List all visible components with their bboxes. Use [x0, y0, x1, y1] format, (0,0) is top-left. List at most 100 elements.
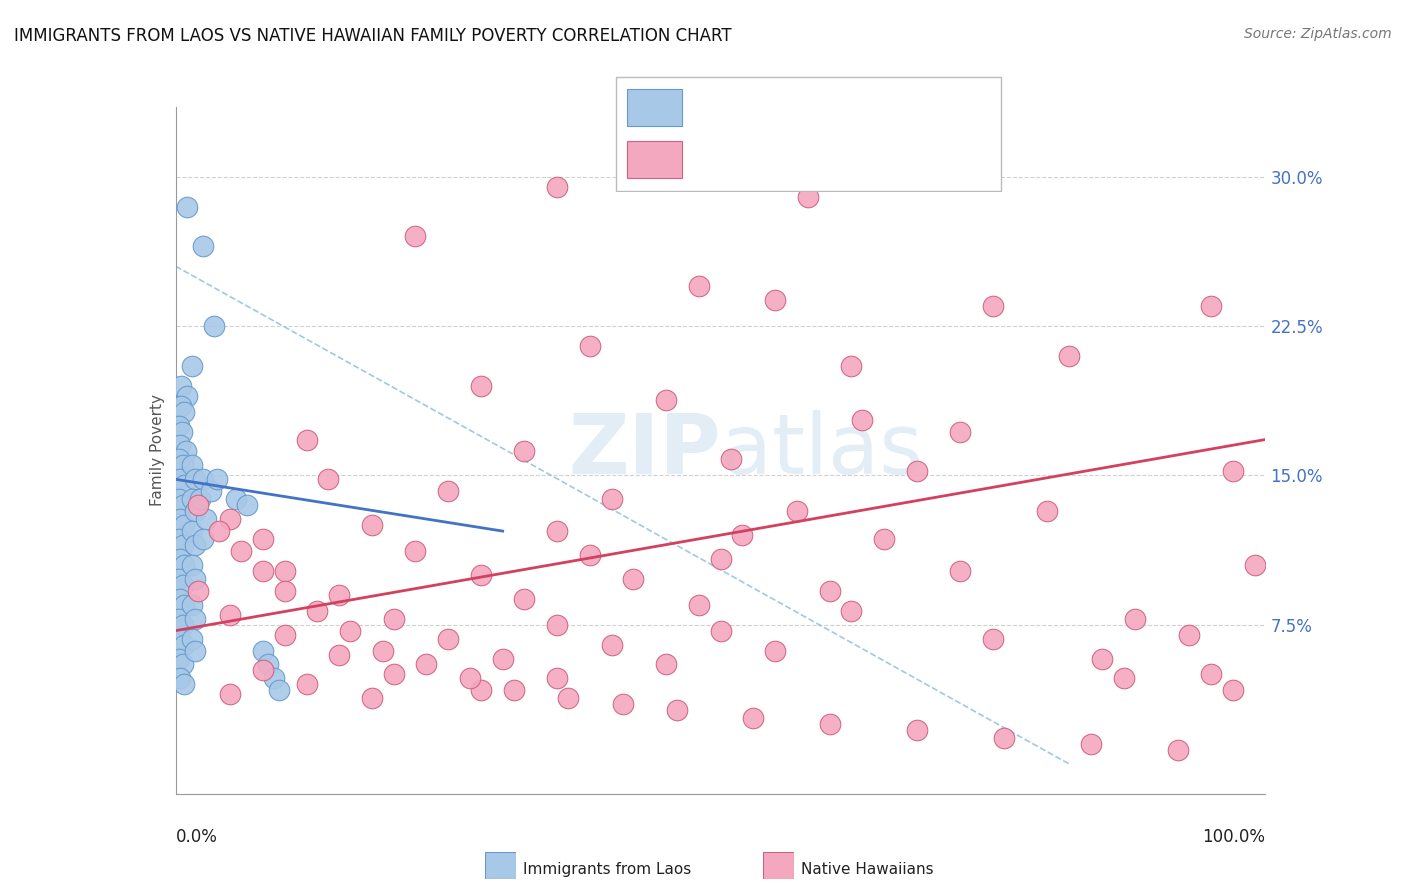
Point	[458, 672, 481, 686]
Point	[949, 425, 972, 439]
Point	[742, 711, 765, 725]
Point	[191, 472, 214, 486]
Point	[1036, 504, 1059, 518]
Point	[169, 591, 191, 606]
Point	[274, 583, 297, 598]
Text: ZIP: ZIP	[568, 410, 721, 491]
Point	[851, 412, 873, 426]
Point	[200, 484, 222, 499]
Point	[763, 643, 786, 657]
Point	[1167, 743, 1189, 757]
Text: Source: ZipAtlas.com: Source: ZipAtlas.com	[1244, 27, 1392, 41]
Point	[470, 567, 492, 582]
Point	[513, 444, 536, 458]
Point	[169, 512, 191, 526]
Point	[470, 378, 492, 392]
Point	[167, 418, 190, 433]
Point	[169, 438, 191, 452]
Point	[905, 464, 928, 478]
Point	[502, 683, 524, 698]
Point	[181, 632, 204, 646]
Point	[172, 617, 194, 632]
Point	[169, 472, 191, 486]
Point	[437, 632, 460, 646]
Point	[170, 399, 193, 413]
Point	[191, 532, 214, 546]
Point	[181, 458, 204, 473]
Point	[208, 524, 231, 538]
Text: IMMIGRANTS FROM LAOS VS NATIVE HAWAIIAN FAMILY POVERTY CORRELATION CHART: IMMIGRANTS FROM LAOS VS NATIVE HAWAIIAN …	[14, 27, 731, 45]
Point	[371, 643, 394, 657]
Point	[184, 504, 207, 518]
Point	[818, 717, 841, 731]
Point	[173, 598, 195, 612]
FancyBboxPatch shape	[616, 77, 1001, 191]
Point	[786, 504, 808, 518]
Point	[796, 189, 818, 203]
Point	[172, 578, 194, 592]
Point	[688, 598, 710, 612]
Point	[763, 293, 786, 307]
Point	[360, 691, 382, 706]
Point	[1178, 627, 1201, 641]
Point	[167, 492, 190, 507]
Point	[205, 472, 228, 486]
Point	[184, 612, 207, 626]
Point	[176, 200, 198, 214]
Text: 100.0%: 100.0%	[1202, 828, 1265, 847]
Point	[993, 731, 1015, 746]
Point	[546, 524, 568, 538]
Point	[184, 538, 207, 552]
Point	[1222, 683, 1244, 698]
Point	[841, 359, 863, 373]
Point	[405, 544, 427, 558]
Point	[172, 498, 194, 512]
Bar	[627, 141, 682, 178]
Point	[172, 425, 194, 439]
Point	[546, 179, 568, 194]
Point	[579, 548, 602, 562]
Point	[600, 492, 623, 507]
Text: R =: R =	[699, 151, 737, 169]
Point	[470, 683, 492, 698]
Point	[1199, 667, 1222, 681]
Text: Immigrants from Laos: Immigrants from Laos	[523, 863, 692, 877]
Point	[492, 651, 515, 665]
Point	[184, 643, 207, 657]
Point	[274, 564, 297, 578]
Text: 111: 111	[927, 151, 965, 169]
Point	[274, 627, 297, 641]
Point	[720, 452, 742, 467]
Point	[184, 472, 207, 486]
Point	[612, 698, 634, 712]
Point	[295, 433, 318, 447]
Point	[295, 677, 318, 691]
Point	[307, 604, 329, 618]
Point	[252, 643, 274, 657]
Point	[191, 239, 214, 253]
Point	[731, 528, 754, 542]
Text: R =: R =	[699, 98, 737, 116]
Point	[170, 378, 193, 392]
Text: -0.080: -0.080	[758, 98, 821, 116]
Point	[328, 588, 350, 602]
Point	[186, 583, 209, 598]
Point	[252, 564, 274, 578]
Point	[1199, 299, 1222, 313]
Point	[437, 484, 460, 499]
Point	[405, 229, 427, 244]
Point	[172, 538, 194, 552]
Point	[252, 664, 274, 678]
Point	[173, 518, 195, 533]
Point	[225, 492, 247, 507]
Point	[184, 572, 207, 586]
Point	[546, 617, 568, 632]
Point	[557, 691, 579, 706]
Point	[546, 672, 568, 686]
Point	[173, 677, 195, 691]
Point	[173, 638, 195, 652]
Point	[202, 319, 225, 334]
Text: 0.379: 0.379	[758, 151, 814, 169]
Point	[841, 604, 863, 618]
Point	[269, 683, 291, 698]
